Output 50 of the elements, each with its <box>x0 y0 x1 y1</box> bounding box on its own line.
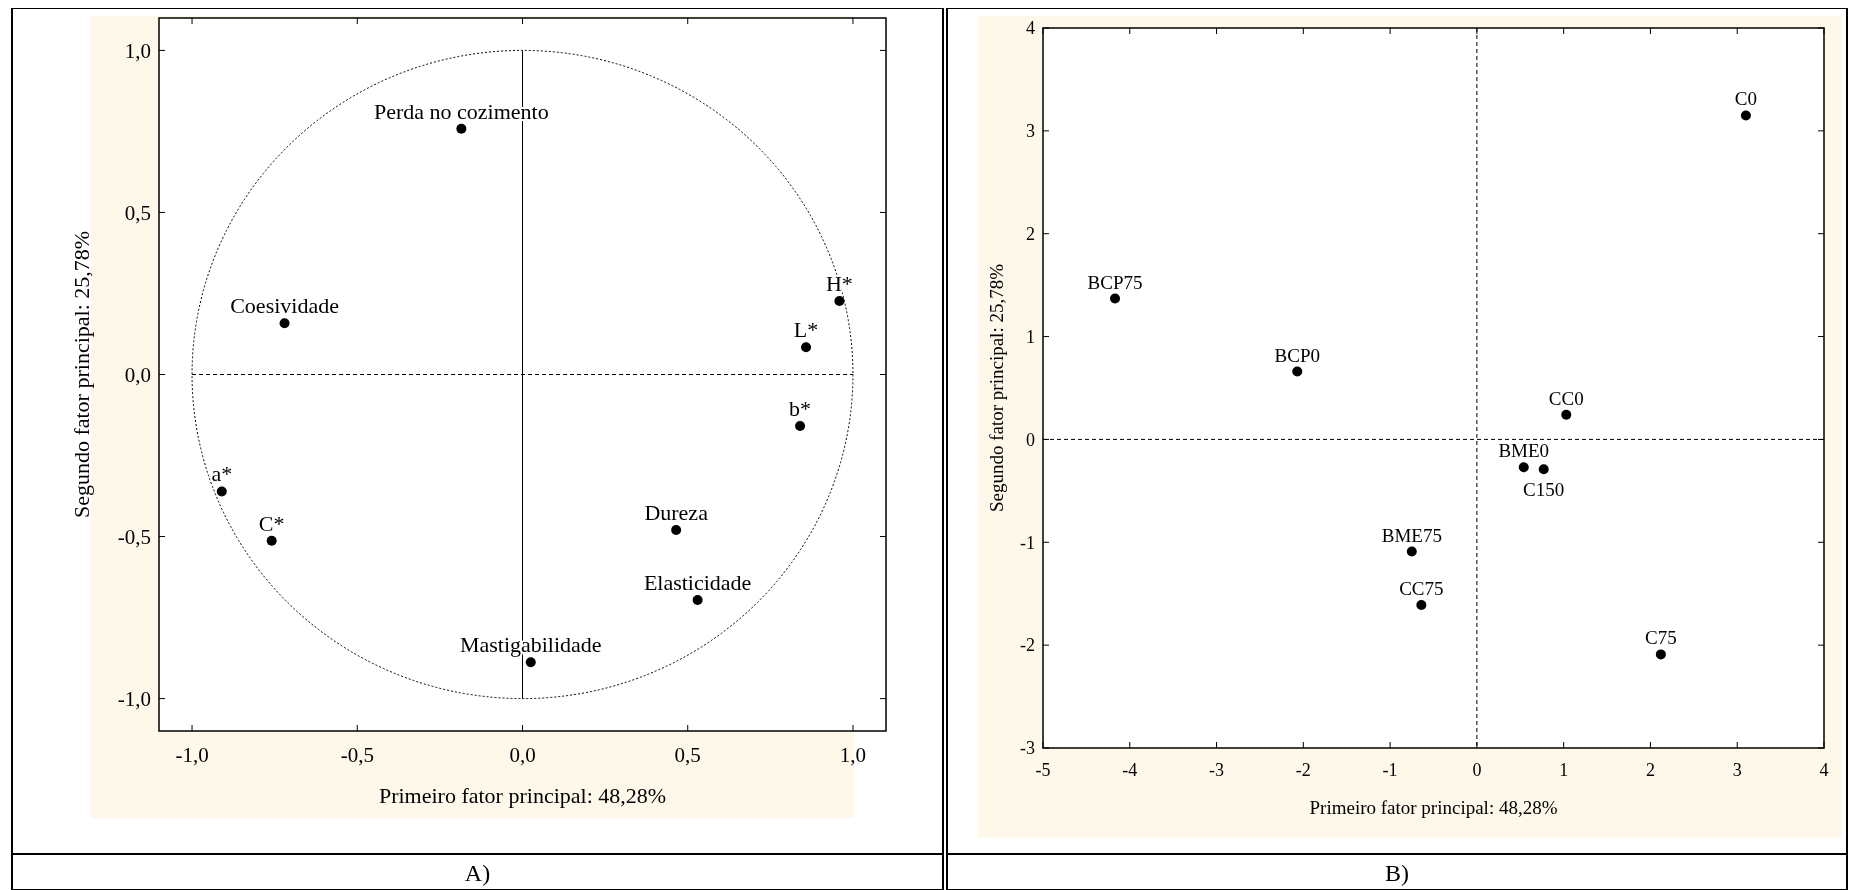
y-tick-label: 4 <box>1026 18 1035 39</box>
x-tick-label: 4 <box>1819 760 1829 780</box>
annotation: BME75 <box>1381 524 1442 546</box>
y-tick-label: 1 <box>1026 326 1035 347</box>
y-tick-label: -1 <box>1020 532 1035 553</box>
annotation: CC75 <box>1399 578 1444 600</box>
annotation: Dureza <box>644 500 709 526</box>
x-tick-label: -3 <box>1209 760 1225 780</box>
y-tick-label: 0,0 <box>124 362 151 387</box>
x-tick-label: -0,5 <box>340 743 374 767</box>
x-tick-label: 1 <box>1559 760 1569 780</box>
annotation: Coesividade <box>230 293 339 319</box>
x-tick-label: 0 <box>1472 760 1482 780</box>
y-tick-label: 0 <box>1026 429 1035 450</box>
annotation: C* <box>258 510 285 536</box>
annotation: BCP75 <box>1087 271 1143 293</box>
x-tick-label: -4 <box>1122 760 1138 780</box>
annotation: a* <box>211 461 233 487</box>
y-tick-label: 2 <box>1026 224 1035 245</box>
x-tick-label: -1,0 <box>175 743 209 767</box>
y-tick-label: 3 <box>1026 121 1035 142</box>
y-tick-label: 0,5 <box>124 200 151 225</box>
annotation: BME0 <box>1498 440 1550 462</box>
annotation: BCP0 <box>1274 344 1320 366</box>
y-axis-title: Segundo fator principal: 25,78% <box>69 230 94 519</box>
annotation: b* <box>789 396 812 422</box>
annotation: CC0 <box>1548 387 1584 409</box>
y-tick-label: -0,5 <box>117 524 151 549</box>
x-tick-label: 3 <box>1732 760 1742 780</box>
x-tick-label: 2 <box>1645 760 1655 780</box>
x-tick-label: -5 <box>1035 760 1051 780</box>
x-axis-title: Primeiro fator principal: 48,28% <box>378 783 667 808</box>
x-axis-title: Primeiro fator principal: 48,28% <box>1309 797 1558 818</box>
annotation: C0 <box>1734 88 1757 110</box>
annotation: H* <box>825 270 853 296</box>
annotation: L* <box>793 317 819 343</box>
x-tick-label: -1 <box>1382 760 1398 780</box>
text: B) <box>1385 860 1409 886</box>
annotation: C75 <box>1645 627 1677 649</box>
y-tick-label: -2 <box>1020 635 1035 656</box>
x-tick-label: 1,0 <box>839 743 867 767</box>
y-axis-title: Segundo fator principal: 25,78% <box>986 263 1007 513</box>
annotation: Elasticidade <box>643 570 752 596</box>
x-tick-label: 0,0 <box>509 743 536 767</box>
x-tick-label: 0,5 <box>674 743 701 767</box>
y-tick-label: -1,0 <box>117 686 151 711</box>
x-tick-label: -2 <box>1295 760 1311 780</box>
annotation: C150 <box>1523 479 1565 501</box>
y-tick-label: 1,0 <box>124 38 151 63</box>
text: A) <box>464 860 491 886</box>
